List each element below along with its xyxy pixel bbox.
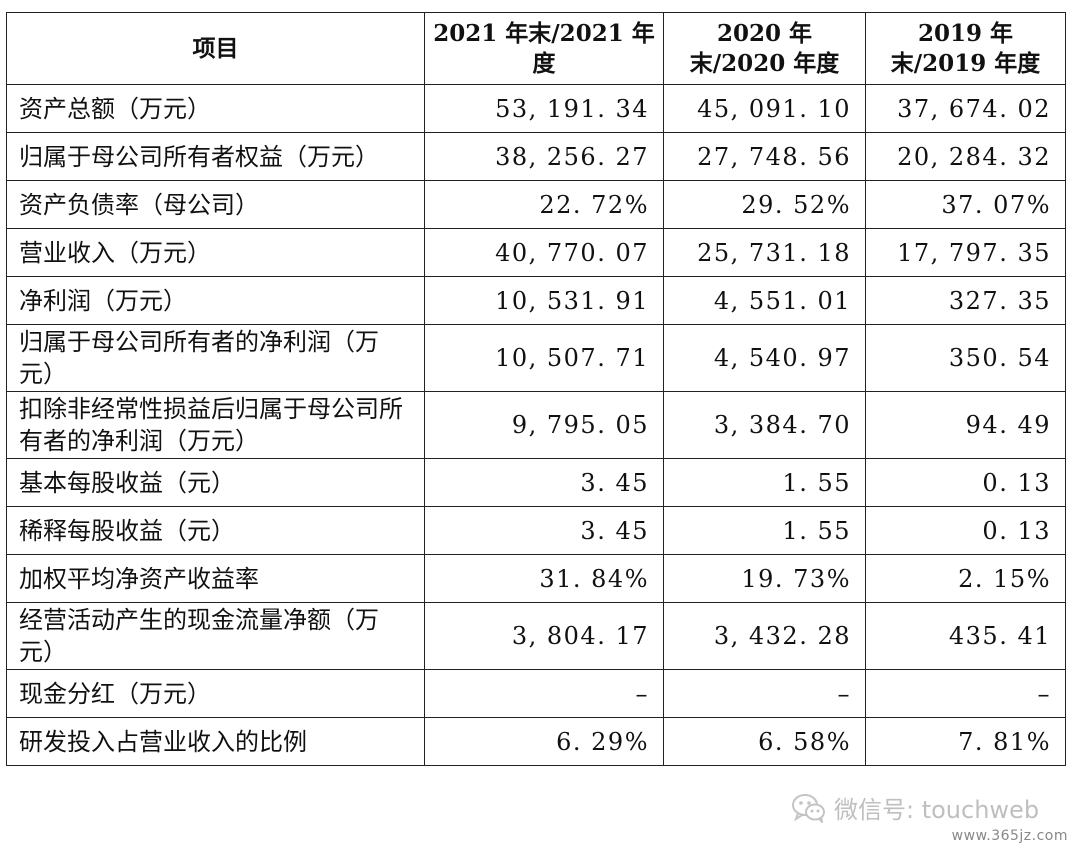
cell-2020: – bbox=[663, 669, 866, 718]
cell-2021: 38, 256. 27 bbox=[424, 132, 664, 181]
cell-2020: 45, 091. 10 bbox=[663, 84, 866, 133]
row-label: 现金分红（万元） bbox=[6, 669, 425, 718]
cell-2021: 3. 45 bbox=[424, 458, 664, 507]
table-row: 稀释每股收益（元） 3. 45 1. 55 0. 13 bbox=[6, 506, 1066, 555]
cell-2021: 10, 507. 71 bbox=[424, 324, 664, 392]
financial-table-container: 项目 2021 年末/2021 年度 2020 年末/2020 年度 2019 … bbox=[6, 12, 1066, 766]
cell-2021: 31. 84% bbox=[424, 554, 664, 603]
cell-2019: 0. 13 bbox=[865, 506, 1066, 555]
row-label: 净利润（万元） bbox=[6, 276, 425, 325]
table-row: 扣除非经常性损益后归属于母公司所有者的净利润（万元） 9, 795. 05 3,… bbox=[6, 391, 1066, 459]
table-row: 资产总额（万元） 53, 191. 34 45, 091. 10 37, 674… bbox=[6, 84, 1066, 133]
table-row: 现金分红（万元） – – – bbox=[6, 669, 1066, 718]
cell-2019: 327. 35 bbox=[865, 276, 1066, 325]
cell-2021: 22. 72% bbox=[424, 180, 664, 229]
table-row: 营业收入（万元） 40, 770. 07 25, 731. 18 17, 797… bbox=[6, 228, 1066, 277]
table-row: 资产负债率（母公司） 22. 72% 29. 52% 37. 07% bbox=[6, 180, 1066, 229]
table-row: 加权平均净资产收益率 31. 84% 19. 73% 2. 15% bbox=[6, 554, 1066, 603]
cell-2020: 6. 58% bbox=[663, 717, 866, 766]
cell-2020: 4, 540. 97 bbox=[663, 324, 866, 392]
cell-2021: – bbox=[424, 669, 664, 718]
header-2020: 2020 年末/2020 年度 bbox=[663, 12, 866, 85]
row-label: 研发投入占营业收入的比例 bbox=[6, 717, 425, 766]
cell-2020: 4, 551. 01 bbox=[663, 276, 866, 325]
site-watermark: www.365jz.com bbox=[951, 828, 1068, 844]
financial-data-table: 项目 2021 年末/2021 年度 2020 年末/2020 年度 2019 … bbox=[6, 12, 1066, 766]
cell-2020: 1. 55 bbox=[663, 458, 866, 507]
cell-2021: 3, 804. 17 bbox=[424, 602, 664, 670]
cell-2019: 37, 674. 02 bbox=[865, 84, 1066, 133]
table-row: 研发投入占营业收入的比例 6. 29% 6. 58% 7. 81% bbox=[6, 717, 1066, 766]
cell-2020: 27, 748. 56 bbox=[663, 132, 866, 181]
row-label: 资产总额（万元） bbox=[6, 84, 425, 133]
cell-2021: 3. 45 bbox=[424, 506, 664, 555]
row-label: 扣除非经常性损益后归属于母公司所有者的净利润（万元） bbox=[6, 391, 425, 459]
cell-2020: 1. 55 bbox=[663, 506, 866, 555]
table-row: 归属于母公司所有者的净利润（万元） 10, 507. 71 4, 540. 97… bbox=[6, 324, 1066, 392]
row-label: 基本每股收益（元） bbox=[6, 458, 425, 507]
wechat-icon bbox=[792, 793, 826, 826]
cell-2020: 19. 73% bbox=[663, 554, 866, 603]
cell-2020: 29. 52% bbox=[663, 180, 866, 229]
header-2021: 2021 年末/2021 年度 bbox=[424, 12, 664, 85]
wechat-watermark: 微信号: touchweb bbox=[792, 790, 1040, 826]
header-item: 项目 bbox=[6, 12, 425, 85]
row-label: 营业收入（万元） bbox=[6, 228, 425, 277]
cell-2019: 7. 81% bbox=[865, 717, 1066, 766]
cell-2020: 3, 384. 70 bbox=[663, 391, 866, 459]
cell-2019: 17, 797. 35 bbox=[865, 228, 1066, 277]
cell-2019: – bbox=[865, 669, 1066, 718]
cell-2021: 10, 531. 91 bbox=[424, 276, 664, 325]
cell-2020: 3, 432. 28 bbox=[663, 602, 866, 670]
cell-2021: 40, 770. 07 bbox=[424, 228, 664, 277]
table-row: 净利润（万元） 10, 531. 91 4, 551. 01 327. 35 bbox=[6, 276, 1066, 325]
cell-2019: 37. 07% bbox=[865, 180, 1066, 229]
cell-2019: 435. 41 bbox=[865, 602, 1066, 670]
table-row: 归属于母公司所有者权益（万元） 38, 256. 27 27, 748. 56 … bbox=[6, 132, 1066, 181]
row-label: 经营活动产生的现金流量净额（万元） bbox=[6, 602, 425, 670]
table-row: 经营活动产生的现金流量净额（万元） 3, 804. 17 3, 432. 28 … bbox=[6, 602, 1066, 670]
cell-2019: 94. 49 bbox=[865, 391, 1066, 459]
cell-2021: 9, 795. 05 bbox=[424, 391, 664, 459]
row-label: 资产负债率（母公司） bbox=[6, 180, 425, 229]
cell-2019: 2. 15% bbox=[865, 554, 1066, 603]
row-label: 加权平均净资产收益率 bbox=[6, 554, 425, 603]
cell-2021: 6. 29% bbox=[424, 717, 664, 766]
watermark-text: 微信号: touchweb bbox=[834, 796, 1040, 824]
cell-2019: 0. 13 bbox=[865, 458, 1066, 507]
row-label: 稀释每股收益（元） bbox=[6, 506, 425, 555]
cell-2019: 20, 284. 32 bbox=[865, 132, 1066, 181]
cell-2021: 53, 191. 34 bbox=[424, 84, 664, 133]
cell-2019: 350. 54 bbox=[865, 324, 1066, 392]
row-label: 归属于母公司所有者权益（万元） bbox=[6, 132, 425, 181]
header-2019: 2019 年末/2019 年度 bbox=[865, 12, 1066, 85]
table-header-row: 项目 2021 年末/2021 年度 2020 年末/2020 年度 2019 … bbox=[6, 12, 1066, 85]
row-label: 归属于母公司所有者的净利润（万元） bbox=[6, 324, 425, 392]
cell-2020: 25, 731. 18 bbox=[663, 228, 866, 277]
table-row: 基本每股收益（元） 3. 45 1. 55 0. 13 bbox=[6, 458, 1066, 507]
